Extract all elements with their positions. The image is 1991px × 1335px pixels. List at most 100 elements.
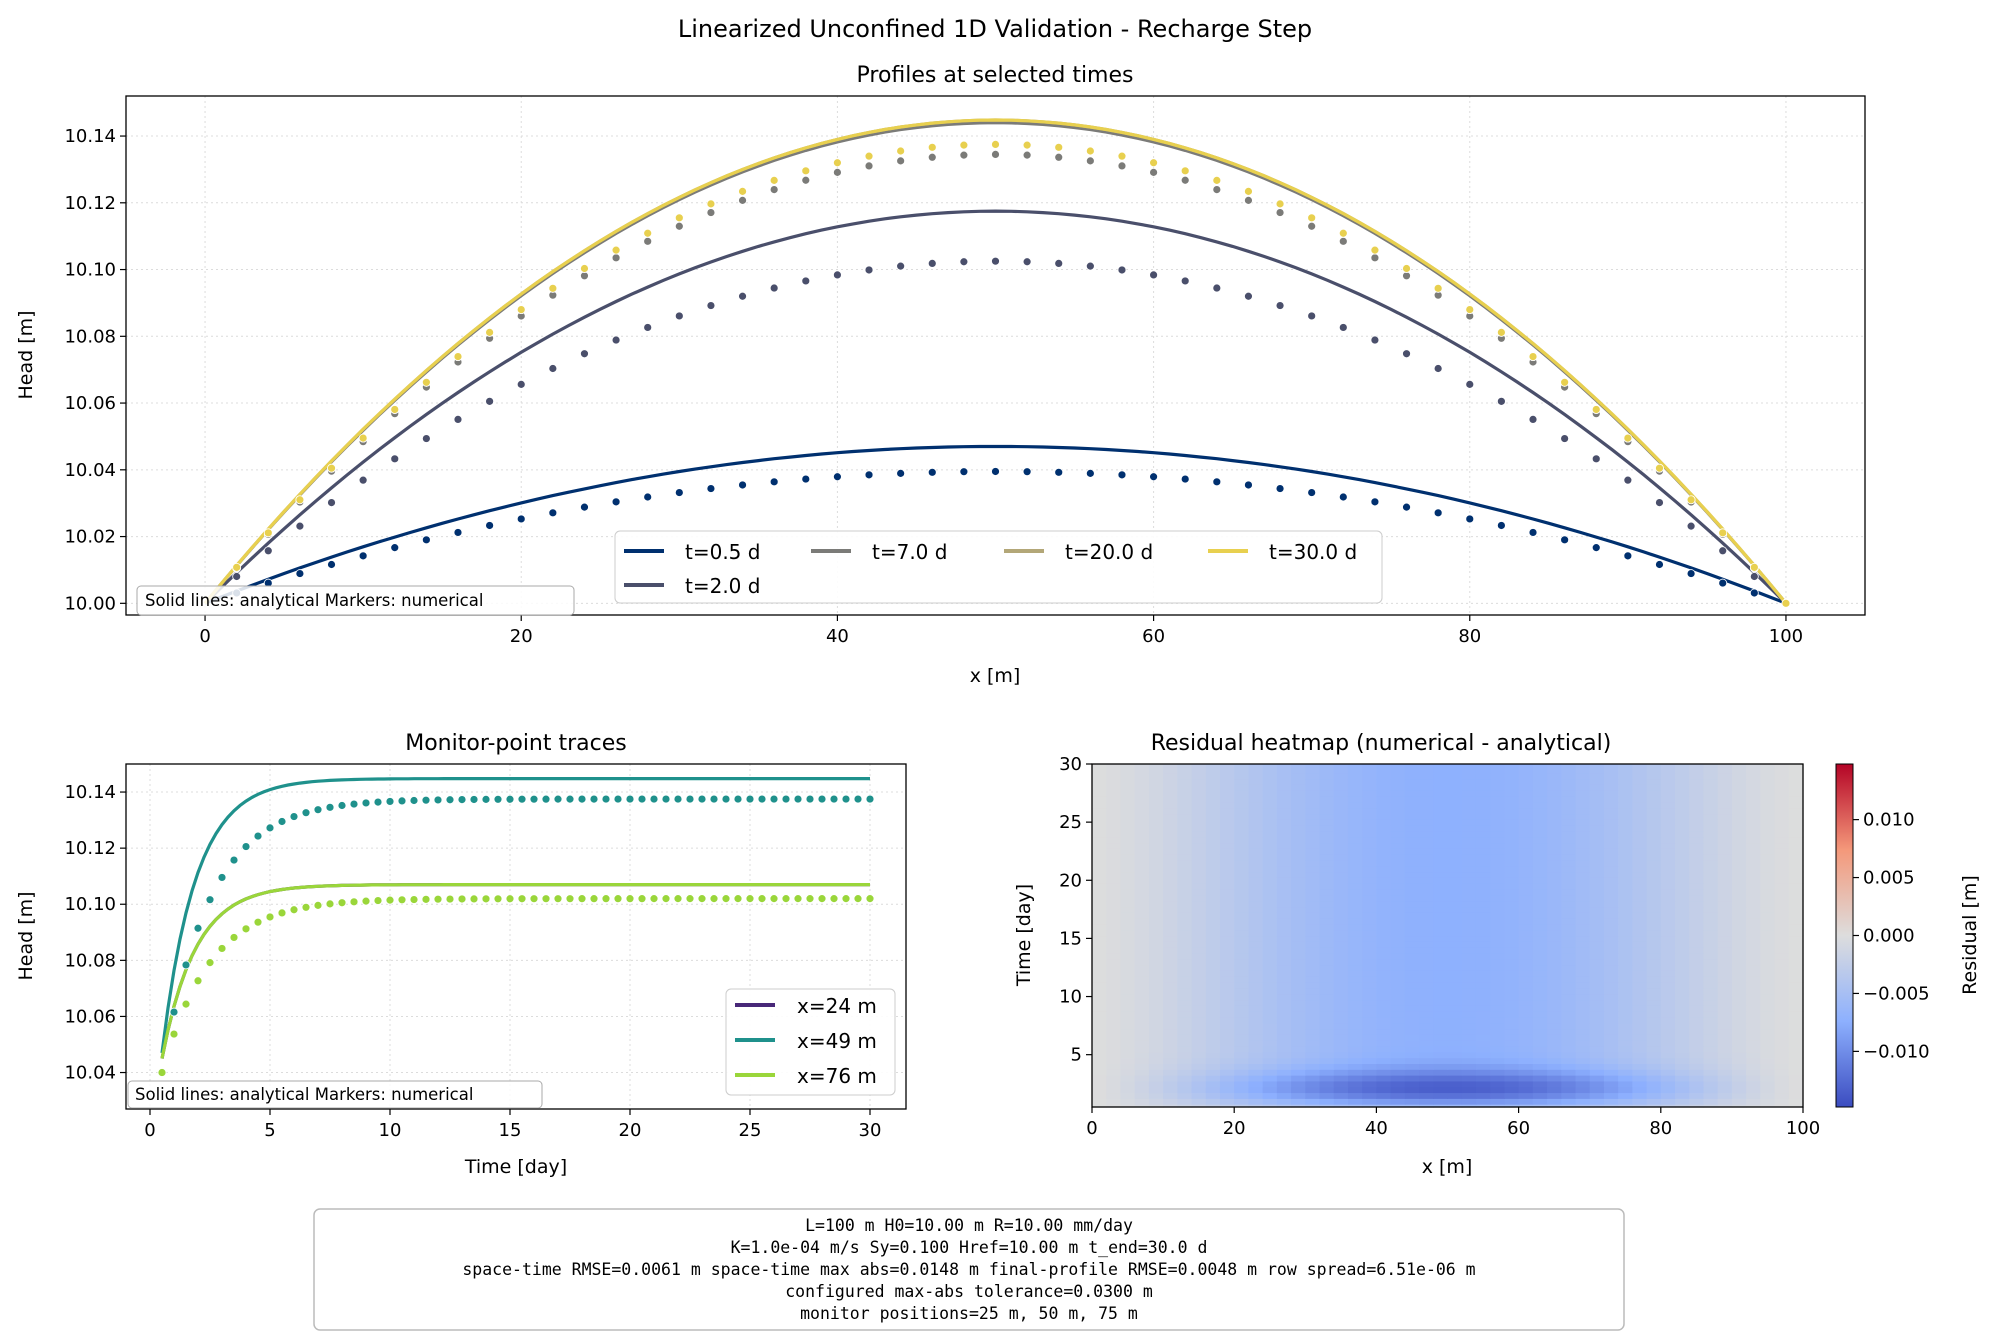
heatmap-cell [1618,764,1633,768]
heatmap-cell [1703,982,1719,989]
numerical-marker-t2 [864,265,874,275]
heatmap-cell [1262,1069,1278,1076]
heatmap-cell [1632,1069,1648,1076]
heatmap-cell [1703,1028,1719,1035]
heatmap-cell [1433,923,1449,931]
heatmap-cell [1589,1086,1605,1094]
heatmap-cell [1447,964,1463,971]
heatmap-cell [1561,976,1577,983]
heatmap-cell [1248,871,1264,878]
heatmap-cell [1419,906,1434,913]
heatmap-cell [1746,1069,1761,1076]
heatmap-cell [1532,912,1548,919]
heatmap-cell [1120,807,1136,815]
heatmap-cell [1120,764,1136,768]
heatmap-cell [1774,790,1790,797]
heatmap-cell [1276,877,1292,884]
heatmap-cell [1547,987,1562,995]
numerical-marker-t0_5 [1749,588,1759,598]
heatmap-cell [1262,1028,1278,1035]
heatmap-cell [1717,766,1733,774]
heatmap-cell [1106,993,1122,1001]
heatmap-cell [1461,1092,1477,1099]
heatmap-cell [1603,935,1619,942]
numerical-trace-marker-x76 [349,897,359,907]
heatmap-cell [1717,784,1733,791]
heatmap-cell [1461,801,1477,809]
heatmap-cell [1319,1069,1335,1076]
heatmap-cell [1177,842,1193,849]
heatmap-cell [1703,807,1719,815]
numerical-marker-t2 [548,364,558,373]
heatmap-cell [1461,1051,1477,1059]
heatmap-cell [1774,1086,1790,1094]
monitor-note-box [127,1080,543,1109]
heatmap-cell [1547,970,1562,977]
heatmap-cell [1675,982,1690,989]
heatmap-cell [1689,941,1705,948]
heatmap-cell [1120,1040,1136,1047]
heatmap-cell [1475,958,1491,966]
numerical-marker-t7 [1307,221,1317,231]
heatmap-cell [1347,1022,1363,1030]
heatmap-cell [1547,1022,1562,1030]
heatmap-cell [1191,842,1207,849]
heatmap-cell [1419,848,1434,855]
heatmap-cell [1461,842,1477,849]
heatmap-cell [1618,970,1633,977]
heatmap-cell [1177,982,1193,989]
heatmap-cell [1219,848,1235,855]
heatmap-cell [1717,1092,1733,1099]
heatmap-cell [1291,976,1306,983]
heatmap-cell [1660,784,1676,791]
heatmap-cell [1632,935,1648,942]
heatmap-cell [1276,923,1292,931]
y-tick-label: 30 [1059,754,1082,775]
heatmap-cell [1106,784,1122,791]
heatmap-cell [1731,929,1747,937]
heatmap-cell [1120,1057,1136,1064]
heatmap-cell [1675,1034,1690,1041]
heatmap-cell [1717,819,1733,826]
heatmap-cell [1618,1057,1633,1064]
heatmap-cell [1475,999,1491,1006]
heatmap-cell [1632,766,1648,774]
heatmap-cell [1603,964,1619,971]
y-tick-label: 20 [1059,870,1082,891]
heatmap-cell [1689,964,1705,971]
heatmap-cell [1518,1057,1534,1064]
heatmap-cell [1547,1028,1562,1035]
numerical-marker-t30 [327,463,336,473]
heatmap-cell [1319,1011,1335,1018]
heatmap-cell [1333,894,1349,902]
heatmap-cell [1504,1034,1520,1041]
x-tick-label: 0 [144,1120,155,1141]
heatmap-cell [1490,941,1505,948]
heatmap-cell [1490,982,1505,989]
heatmap-cell [1788,772,1804,780]
heatmap-cell [1148,1051,1164,1059]
heatmap-cell [1632,1057,1648,1064]
heatmap-cell [1731,859,1747,867]
heatmap-cell [1305,819,1321,826]
heatmap-cell [1319,877,1335,884]
heatmap-cell [1774,877,1790,884]
heatmap-cell [1148,1075,1164,1082]
heatmap-cell [1333,923,1349,931]
heatmap-cell [1603,976,1619,983]
heatmap-cell [1305,970,1321,977]
heatmap-cell [1404,790,1420,797]
heatmap-cell [1362,999,1377,1006]
heatmap-cell [1675,790,1690,797]
heatmap-cell [1148,801,1164,809]
heatmap-cell [1404,1069,1420,1076]
heatmap-cell [1746,1005,1761,1012]
heatmap-cell [1305,842,1321,849]
heatmap-cell [1305,825,1321,832]
heatmap-cell [1518,1016,1534,1024]
heatmap-cell [1490,1016,1505,1024]
heatmap-cell [1788,830,1804,838]
heatmap-cell [1234,999,1250,1006]
heatmap-cell [1646,993,1662,1001]
heatmap-cell [1177,900,1193,908]
